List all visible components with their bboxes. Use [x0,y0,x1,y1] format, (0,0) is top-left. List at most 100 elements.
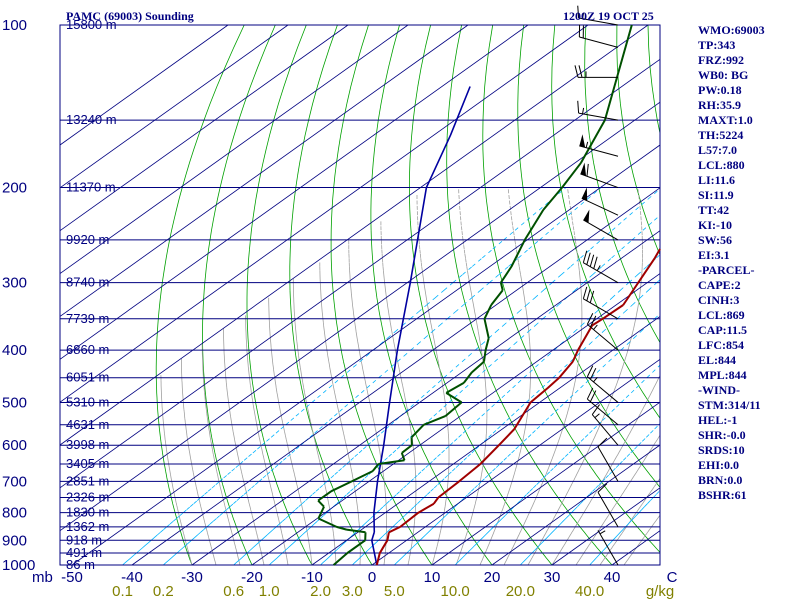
wind-barb-full [577,5,580,19]
wind-barb-full [574,65,579,78]
moist-adiabat-line [292,278,337,565]
wind-barb-flag [580,162,587,176]
index-row: SW:56 [698,233,733,247]
wind-barb-full [586,252,591,265]
index-row: -PARCEL- [698,263,755,277]
index-row: STM:314/11 [698,398,761,412]
moist-adiabat-line [599,478,661,566]
mixing-ratio-label: 2.0 [310,583,331,600]
wind-barb-flag [579,134,586,148]
temp-tick-label: 0 [368,569,376,586]
mixing-ratio-label: 0.1 [112,583,133,600]
pressure-label: 100 [2,17,27,34]
wind-barb-full [586,387,594,400]
index-row: SI:11.9 [698,188,734,202]
wind-barb-half [599,530,606,535]
dry-adiabat-line [246,24,313,566]
wind-barb [582,250,619,284]
height-label: 491 m [66,545,102,560]
isotherm-line [71,144,661,566]
height-label: 15800 m [66,17,117,32]
wind-barb-staff [591,414,619,446]
mixing-ratio-label: 0.2 [153,583,174,600]
wind-barb [597,530,619,566]
pressure-label: 300 [2,275,27,292]
moist-adiabats [160,187,661,566]
wind-barb-full [577,100,580,114]
isotherm-line [611,530,661,566]
moist-adiabat-line [319,262,361,565]
wind-barb-staff [581,197,619,216]
wind-barb-half [596,265,601,271]
wind-barb [581,187,619,216]
index-row: TH:5224 [698,128,744,142]
wind-barb [586,313,619,351]
mixing-ratio-label: 1.0 [259,583,280,600]
wind-barb-full [591,404,600,415]
wind-barb [578,24,619,48]
mixing-ratio-label: 5.0 [384,583,405,600]
height-label: 86 m [66,557,95,572]
isotherm-line [431,401,661,566]
dry-adiabat-line [330,24,433,566]
height-label: 7739 m [66,311,109,326]
wind-barb [597,483,619,528]
index-row: CAPE:2 [698,278,741,292]
dry-adiabat-line [616,24,661,255]
index-row: LI:11.6 [698,173,736,187]
isotherm-line [491,444,661,566]
moist-adiabat-line [416,193,450,566]
dry-adiabat-line [289,24,373,566]
wind-barb [597,437,619,482]
wind-barb-full [593,256,598,269]
dry-adiabat-line [517,24,661,488]
mixing-ratio-lines [122,187,661,566]
moist-adiabat-line [503,187,583,566]
index-row: TP:343 [698,38,736,52]
wind-barb-half [582,107,585,114]
wind-barb-full [586,365,594,377]
wind-barb [579,134,619,157]
dry-adiabat-line [202,24,276,566]
isotherm-line [131,187,661,566]
mixing-ratio-label: 40.0 [575,583,604,600]
dry-adiabat-line [155,24,245,566]
wind-barb-half [582,12,585,19]
wind-barb-full [589,367,597,380]
isotherm-line [59,24,469,317]
index-row: MPL:844 [698,368,747,382]
temp-tick-label: -20 [241,569,263,586]
wind-barb-staff [578,112,619,121]
mixing-ratio-line [233,188,661,566]
dry-adiabat-line [584,24,661,343]
sounding-profiles [317,24,661,566]
mixing-ratio-line [589,490,661,566]
index-row: LFC:854 [698,338,744,352]
temp-tick-label: -50 [61,569,83,586]
wind-barb-staff [580,173,619,189]
wind-barb-staff [597,491,619,528]
mixing-ratio-line [320,254,661,566]
isotherm-line [59,24,229,146]
wind-barb-full [578,65,583,78]
height-label: 9920 m [66,232,109,247]
wind-barb-half [594,413,600,419]
pressure-label: 700 [2,473,27,490]
index-row: RH:35.9 [698,98,741,112]
index-row: MAXT:1.0 [698,113,753,127]
station-title: PAMC (69003) Sounding [66,9,194,23]
wind-barb-full [589,390,597,402]
mixing-ratio-line [454,364,661,566]
wind-barb-staff [587,376,619,403]
height-label: 6860 m [66,342,109,357]
height-label: 8740 m [66,275,109,290]
index-row: PW:0.18 [698,83,742,97]
index-row: EHI:0.0 [698,458,740,472]
wind-barb-full [586,288,591,301]
mixing-ratio-line [352,279,661,566]
index-row: SHR:-0.0 [698,428,746,442]
mixing-ratio-label: 3.0 [342,583,363,600]
wind-barb [577,100,619,121]
mixing-ratio-label: 0.6 [223,583,244,600]
